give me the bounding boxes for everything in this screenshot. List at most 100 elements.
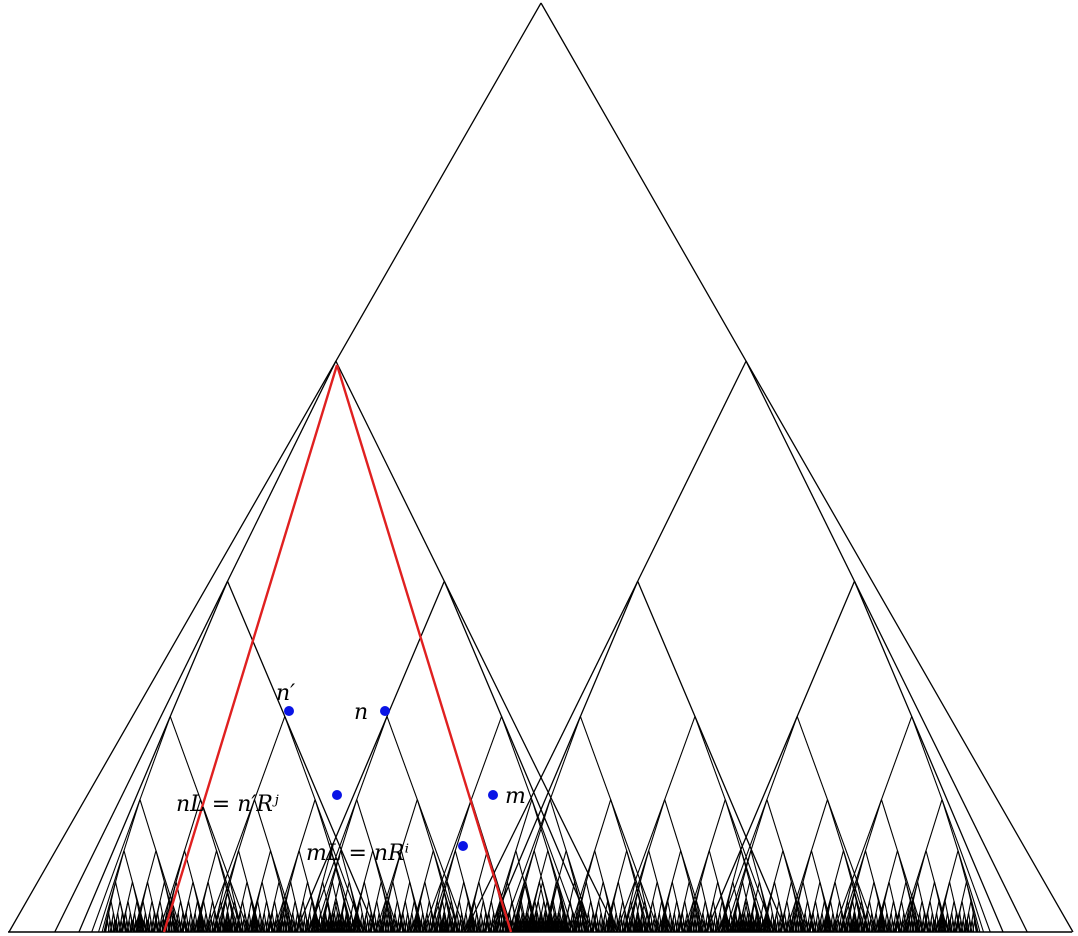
tree-edge — [464, 360, 747, 933]
tree-edge — [741, 920, 744, 933]
tree-edge — [694, 716, 775, 933]
tree-edge — [766, 799, 809, 933]
tree-edge — [116, 920, 120, 933]
tree-edge — [226, 580, 377, 933]
tree-edge — [549, 920, 553, 933]
tree-edge — [275, 920, 279, 933]
tree-edge — [670, 920, 674, 933]
tree-edge — [185, 920, 188, 933]
tree-edge — [855, 920, 859, 933]
tree-edge — [826, 799, 870, 933]
tree-edge — [243, 920, 247, 933]
tree-edge — [531, 799, 574, 933]
tree-edge — [497, 920, 500, 933]
tree-edge — [777, 920, 781, 933]
tree-edge — [468, 920, 472, 933]
nodes-layer — [284, 706, 498, 851]
tree-edge — [488, 580, 639, 933]
tree-edge — [191, 920, 195, 933]
tree-edge — [556, 920, 560, 933]
tree-edge — [963, 920, 967, 933]
tree-edge — [899, 799, 943, 933]
tree-edge — [139, 799, 183, 933]
tree-edge — [182, 920, 186, 933]
tree-edge — [883, 920, 887, 933]
tree-edge — [241, 920, 245, 933]
tree-edge — [260, 920, 264, 933]
tree-edge — [204, 920, 208, 933]
tree-edge — [863, 920, 867, 933]
tree-edge — [356, 799, 399, 933]
tree-edge — [197, 920, 201, 933]
tree-edge — [816, 920, 820, 933]
tree-edge — [312, 920, 316, 933]
tree-edge — [946, 920, 950, 933]
tree-edge — [712, 920, 715, 933]
tree-edge — [579, 716, 660, 933]
tree-edge — [916, 920, 919, 933]
tree-edge — [853, 920, 857, 933]
tree-edge — [150, 920, 154, 933]
tree-edge — [179, 920, 183, 933]
tree-edge — [839, 799, 883, 933]
tree-edge — [607, 920, 611, 933]
tree-edge — [806, 920, 810, 933]
tree-edge — [124, 920, 128, 933]
tree-edge — [396, 920, 399, 933]
tree-edge — [226, 920, 230, 933]
tree-edge — [367, 920, 371, 933]
tree-edge — [419, 920, 423, 933]
tree-edge — [801, 920, 805, 933]
tree-edge — [601, 920, 605, 933]
tree-edge — [524, 920, 528, 933]
tree-edge — [473, 920, 477, 933]
highlight-lines — [162, 364, 513, 933]
tree-edge — [895, 920, 899, 933]
tree-edge — [399, 920, 403, 933]
labels-layer: n′ n m nL = n′Rʲ mL = nRⁱ — [176, 681, 526, 866]
tree-edge — [306, 920, 309, 933]
tree-edge — [678, 920, 682, 933]
tree-edge — [515, 920, 519, 933]
tree-edge — [643, 920, 647, 933]
tree-edge — [428, 920, 431, 933]
tree-edge — [592, 920, 596, 933]
tree-edge — [881, 920, 884, 933]
tree-edge — [924, 920, 927, 933]
tree-edge — [148, 920, 152, 933]
tree-edge — [739, 920, 743, 933]
tree-edge — [690, 920, 694, 933]
label-n-prime: n′ — [276, 681, 295, 706]
tree-edge — [200, 920, 204, 933]
tree-edge — [941, 920, 945, 933]
tree-edge — [169, 716, 250, 933]
tree-edge — [329, 920, 332, 933]
tree-edge — [406, 920, 410, 933]
tree-edge — [931, 920, 935, 933]
tree-edge — [391, 920, 395, 933]
tree-edge — [716, 920, 720, 933]
tree-edge — [346, 920, 349, 933]
tree-edge — [909, 920, 913, 933]
tree-edge — [973, 920, 977, 933]
tree-edge — [408, 920, 412, 933]
tree-edge — [799, 920, 803, 933]
tree-edge — [321, 920, 325, 933]
tree-edge — [343, 920, 347, 933]
tree-edge — [174, 920, 178, 933]
tree-edge — [595, 920, 599, 933]
tree-edge — [317, 920, 320, 933]
tree-edge — [245, 920, 249, 933]
tree-edge — [673, 920, 677, 933]
tree-edge — [301, 920, 305, 933]
tree-edge — [610, 799, 653, 933]
tree-edge — [701, 920, 705, 933]
tree-edge — [571, 920, 575, 933]
tree-edge — [795, 920, 798, 933]
tree-edge — [443, 920, 447, 933]
tree-edge — [489, 799, 533, 933]
tree-edge — [209, 920, 212, 933]
tree-edge — [78, 580, 229, 933]
tree-edge — [732, 920, 735, 933]
tree-edge — [539, 920, 543, 933]
